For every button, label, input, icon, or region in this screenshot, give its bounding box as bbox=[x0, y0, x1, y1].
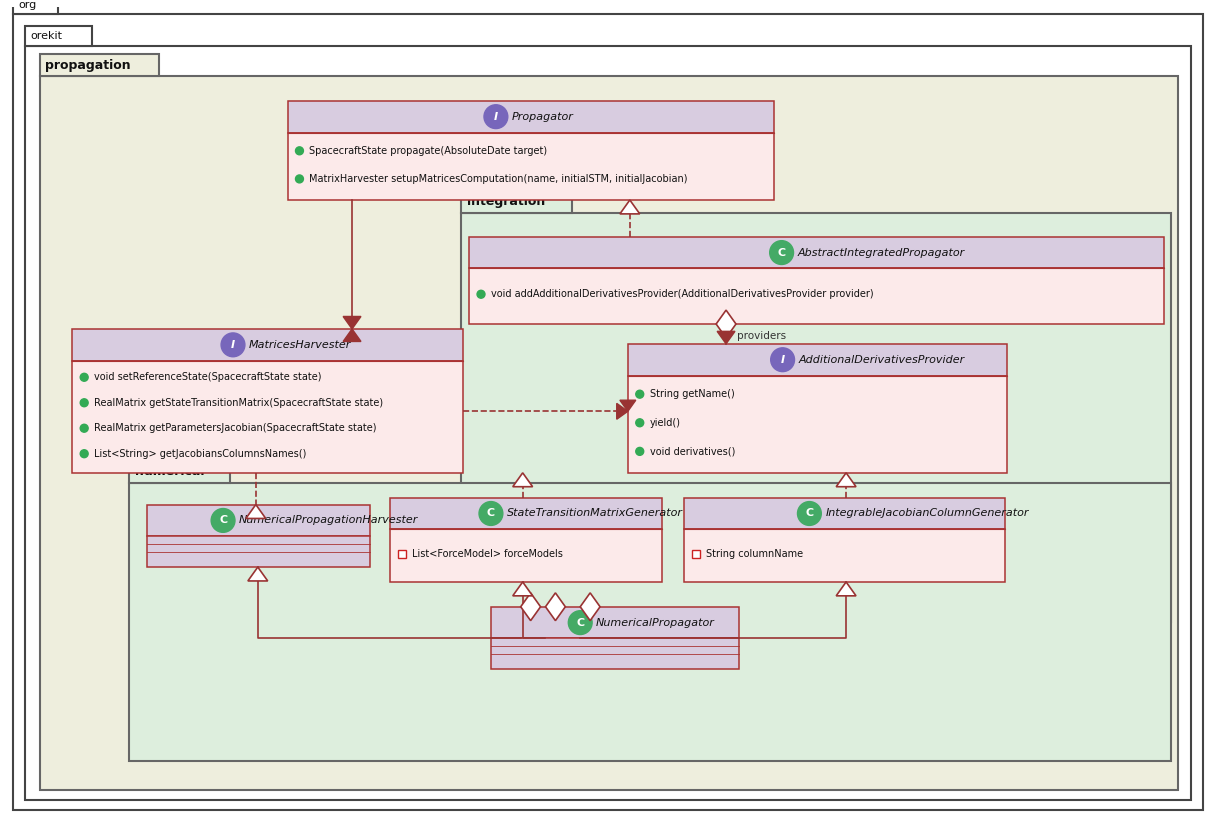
Bar bbox=[287, 101, 773, 132]
Text: void derivatives(): void derivatives() bbox=[649, 446, 734, 457]
Polygon shape bbox=[513, 582, 533, 596]
Polygon shape bbox=[520, 593, 541, 620]
Polygon shape bbox=[246, 505, 266, 519]
Text: orekit: orekit bbox=[30, 31, 62, 41]
Text: yield(): yield() bbox=[649, 418, 681, 428]
Bar bbox=[72, 329, 463, 361]
Bar bbox=[491, 638, 739, 669]
Text: integration: integration bbox=[467, 196, 545, 208]
Bar bbox=[469, 237, 1164, 268]
Text: C: C bbox=[805, 509, 814, 519]
Text: NumericalPropagationHarvester: NumericalPropagationHarvester bbox=[240, 515, 418, 525]
Circle shape bbox=[80, 425, 88, 432]
Bar bbox=[398, 550, 406, 558]
Bar bbox=[129, 482, 1171, 761]
Circle shape bbox=[80, 399, 88, 406]
Text: List<String> getJacobiansColumnsNames(): List<String> getJacobiansColumnsNames() bbox=[94, 449, 306, 458]
Text: providers: providers bbox=[737, 331, 786, 341]
Bar bbox=[685, 529, 1004, 582]
Circle shape bbox=[771, 348, 794, 372]
Bar bbox=[627, 376, 1007, 472]
Bar bbox=[627, 344, 1007, 376]
Circle shape bbox=[295, 175, 304, 183]
Circle shape bbox=[80, 449, 88, 458]
Text: AdditionalDerivativesProvider: AdditionalDerivativesProvider bbox=[799, 354, 964, 365]
Polygon shape bbox=[620, 200, 640, 214]
Text: C: C bbox=[777, 248, 786, 258]
Bar bbox=[287, 132, 773, 200]
Polygon shape bbox=[513, 472, 533, 487]
Circle shape bbox=[636, 419, 643, 427]
Polygon shape bbox=[343, 329, 361, 341]
Text: AbstractIntegratedPropagator: AbstractIntegratedPropagator bbox=[798, 248, 964, 258]
Bar bbox=[147, 505, 370, 536]
Circle shape bbox=[212, 509, 235, 532]
Bar bbox=[147, 536, 370, 567]
Bar bbox=[12, 0, 58, 15]
Circle shape bbox=[568, 610, 592, 634]
Text: IntegrableJacobianColumnGenerator: IntegrableJacobianColumnGenerator bbox=[826, 509, 1029, 519]
Circle shape bbox=[295, 147, 304, 154]
Polygon shape bbox=[716, 310, 736, 338]
Text: org: org bbox=[18, 0, 36, 10]
Text: I: I bbox=[231, 339, 235, 350]
Polygon shape bbox=[837, 582, 856, 596]
Text: String getName(): String getName() bbox=[649, 389, 734, 399]
Bar bbox=[685, 497, 1004, 529]
Polygon shape bbox=[343, 316, 361, 329]
Text: I: I bbox=[494, 112, 499, 121]
Bar bbox=[461, 213, 1171, 622]
Bar bbox=[40, 55, 158, 76]
Text: propagation: propagation bbox=[45, 59, 131, 72]
Text: MatricesHarvester: MatricesHarvester bbox=[249, 339, 351, 350]
Circle shape bbox=[477, 290, 485, 298]
Polygon shape bbox=[546, 593, 565, 620]
Text: void addAdditionalDerivativesProvider(AdditionalDerivativesProvider provider): void addAdditionalDerivativesProvider(Ad… bbox=[491, 289, 873, 299]
Polygon shape bbox=[617, 403, 627, 420]
Text: void setReferenceState(SpacecraftState state): void setReferenceState(SpacecraftState s… bbox=[94, 373, 321, 382]
Text: SpacecraftState propagate(AbsoluteDate target): SpacecraftState propagate(AbsoluteDate t… bbox=[309, 146, 547, 156]
Text: C: C bbox=[576, 618, 584, 628]
Text: C: C bbox=[219, 515, 227, 525]
Bar bbox=[72, 361, 463, 472]
Bar bbox=[129, 461, 230, 482]
Text: NumericalPropagator: NumericalPropagator bbox=[596, 618, 715, 628]
Bar bbox=[24, 26, 92, 46]
Circle shape bbox=[484, 105, 508, 129]
Polygon shape bbox=[620, 401, 636, 411]
Text: StateTransitionMatrixGenerator: StateTransitionMatrixGenerator bbox=[507, 509, 683, 519]
Text: Propagator: Propagator bbox=[512, 112, 574, 121]
Text: I: I bbox=[781, 354, 784, 365]
Text: MatrixHarvester setupMatricesComputation(name, initialSTM, initialJacobian): MatrixHarvester setupMatricesComputation… bbox=[309, 174, 688, 184]
Bar bbox=[390, 529, 662, 582]
Text: C: C bbox=[486, 509, 495, 519]
Circle shape bbox=[479, 501, 503, 525]
Polygon shape bbox=[580, 593, 599, 620]
Text: numerical: numerical bbox=[135, 465, 204, 478]
Text: List<ForceModel> forceModels: List<ForceModel> forceModels bbox=[411, 548, 563, 558]
Circle shape bbox=[221, 333, 244, 357]
Circle shape bbox=[636, 390, 643, 398]
Polygon shape bbox=[248, 567, 268, 581]
Bar bbox=[491, 607, 739, 638]
Bar bbox=[390, 497, 662, 529]
Text: RealMatrix getStateTransitionMatrix(SpacecraftState state): RealMatrix getStateTransitionMatrix(Spac… bbox=[94, 398, 383, 408]
Circle shape bbox=[798, 501, 821, 525]
Bar bbox=[469, 268, 1164, 324]
Bar bbox=[692, 550, 700, 558]
Polygon shape bbox=[717, 331, 734, 344]
Circle shape bbox=[80, 373, 88, 382]
Text: String columnName: String columnName bbox=[706, 548, 804, 558]
Circle shape bbox=[770, 240, 794, 264]
Circle shape bbox=[636, 448, 643, 455]
Bar bbox=[40, 76, 1178, 790]
Bar bbox=[461, 191, 573, 213]
Text: RealMatrix getParametersJacobian(SpacecraftState state): RealMatrix getParametersJacobian(Spacecr… bbox=[94, 423, 377, 433]
Polygon shape bbox=[837, 472, 856, 487]
